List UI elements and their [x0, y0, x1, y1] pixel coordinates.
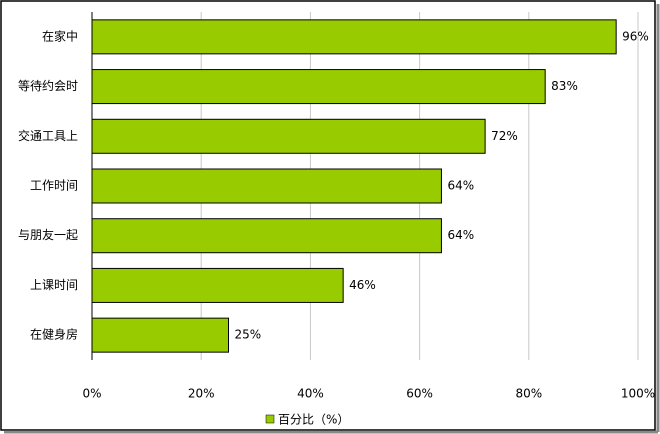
value-label: 96%: [622, 29, 649, 43]
bar: [91, 168, 442, 204]
plot: 0% 20% 40% 60% 80% 100% 在家中等待约会时交通工具上工作时间与朋友一起…: [18, 12, 655, 427]
bar: [91, 317, 229, 353]
legend-label: 百分比（%）: [278, 413, 349, 427]
bar: [91, 118, 486, 154]
bar: [91, 69, 546, 105]
x-tick-label: 0%: [82, 387, 101, 401]
y-tick-label: 与朋友一起: [18, 228, 78, 242]
y-tick-label: 交通工具上: [18, 128, 78, 143]
x-tick-label: 20%: [188, 387, 215, 401]
x-tick-label: 60%: [406, 387, 433, 401]
bar: [91, 19, 617, 55]
value-label: 83%: [551, 79, 578, 93]
x-tick-label: 100%: [621, 387, 655, 401]
y-tick-label: 工作时间: [30, 179, 78, 193]
value-label: 46%: [349, 278, 376, 292]
value-label: 64%: [447, 228, 474, 242]
y-tick-label: 等待约会时: [18, 78, 78, 93]
y-tick-label: 在家中: [42, 28, 78, 43]
bar: [91, 267, 344, 303]
legend-swatch: [265, 414, 275, 424]
bar: [91, 218, 442, 254]
x-tick-label: 80%: [515, 387, 542, 401]
value-label: 64%: [447, 179, 474, 193]
y-tick-label: 上课时间: [30, 278, 78, 292]
value-label: 25%: [235, 328, 262, 342]
x-tick-label: 40%: [297, 387, 324, 401]
value-label: 72%: [491, 129, 518, 143]
y-tick-label: 在健身房: [30, 327, 78, 342]
